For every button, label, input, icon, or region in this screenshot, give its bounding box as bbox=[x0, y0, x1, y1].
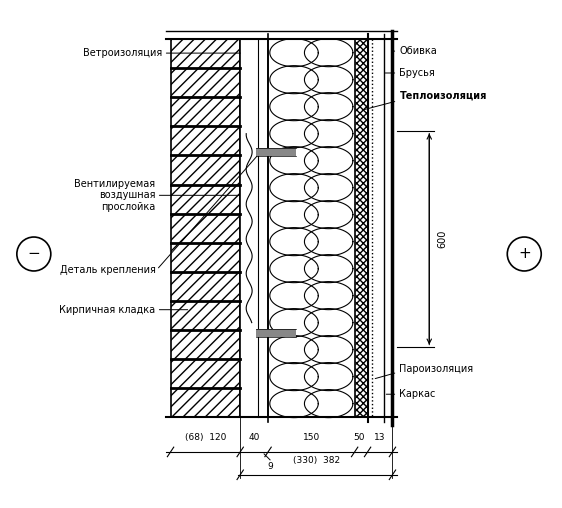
Text: 150: 150 bbox=[303, 433, 320, 442]
Bar bbox=[256, 329, 296, 337]
Text: (330)  382: (330) 382 bbox=[293, 456, 340, 465]
Text: (68)  120: (68) 120 bbox=[185, 433, 226, 442]
Text: Пароизоляция: Пароизоляция bbox=[400, 364, 474, 374]
Text: 600: 600 bbox=[437, 230, 447, 248]
Text: +: + bbox=[518, 246, 531, 262]
Text: Кирпичная кладка: Кирпичная кладка bbox=[60, 305, 156, 314]
Bar bbox=[256, 148, 296, 155]
Text: Деталь крепления: Деталь крепления bbox=[60, 265, 156, 275]
Text: 40: 40 bbox=[248, 433, 260, 442]
Bar bbox=[170, 39, 240, 417]
Text: Брусья: Брусья bbox=[400, 68, 435, 78]
Text: Каркас: Каркас bbox=[400, 389, 436, 399]
Text: Вентилируемая
воздушная
прослойка: Вентилируемая воздушная прослойка bbox=[75, 179, 156, 212]
Text: 9: 9 bbox=[267, 462, 273, 471]
Text: −: − bbox=[28, 246, 40, 262]
Bar bbox=[240, 39, 258, 417]
Text: Обивка: Обивка bbox=[400, 46, 437, 56]
Text: 50: 50 bbox=[353, 433, 365, 442]
Bar bbox=[355, 39, 368, 417]
Text: Теплоизоляция: Теплоизоляция bbox=[400, 91, 487, 101]
Text: Ветроизоляция: Ветроизоляция bbox=[83, 48, 162, 58]
Text: 13: 13 bbox=[374, 433, 386, 442]
